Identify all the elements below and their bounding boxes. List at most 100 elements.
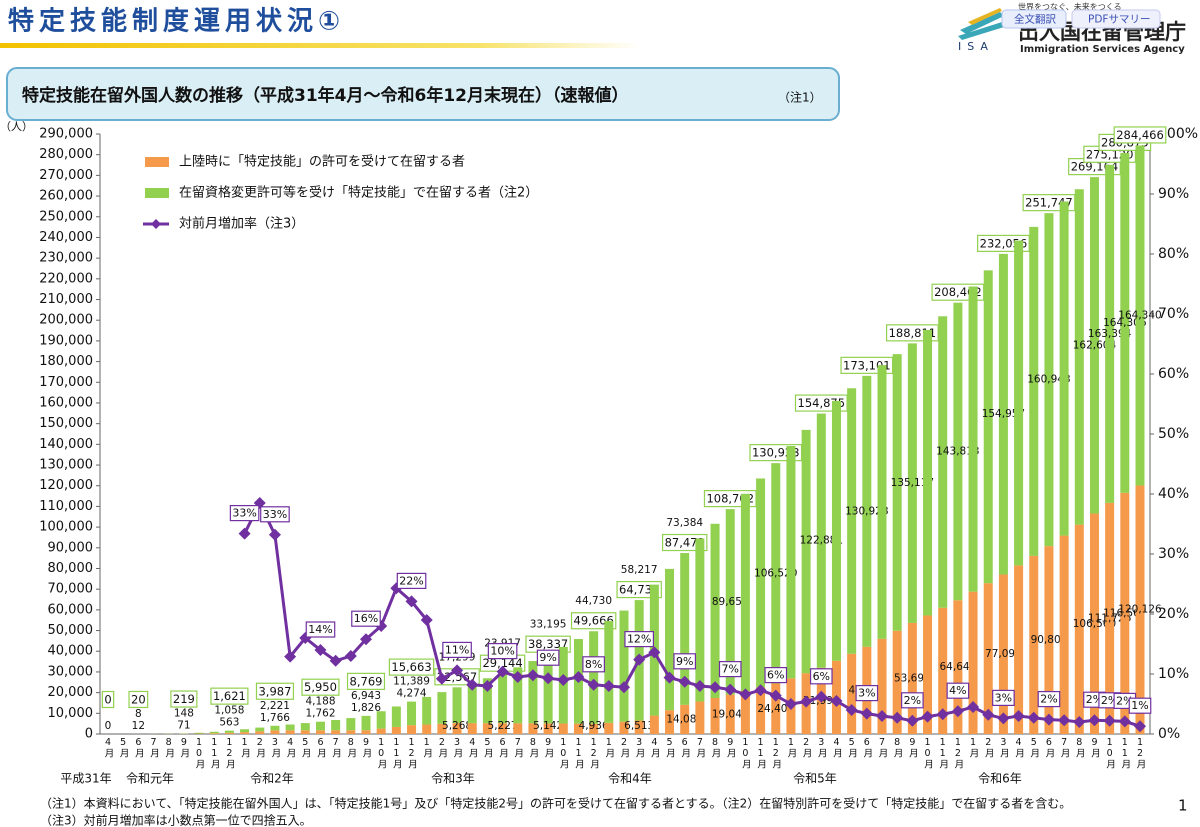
bar-segment [968, 286, 978, 592]
rate-label-box [1128, 697, 1152, 714]
x-tick-label: 2月 [619, 737, 631, 758]
segment-label: 90,804 [1031, 634, 1068, 646]
y-tick-label: 80,000 [48, 561, 94, 576]
x-tick-label: 5月 [664, 737, 676, 758]
segment-label: 71 [177, 720, 190, 732]
bar-segment [224, 730, 234, 733]
bar-segment [361, 715, 371, 731]
bar-segment [892, 630, 902, 734]
segment-label: 6,943 [351, 690, 381, 702]
rate-label-text: 9% [676, 655, 693, 668]
rate-label: 3% [855, 684, 879, 702]
subtitle-box [6, 67, 840, 121]
bar-segment [528, 661, 538, 724]
total-label: 15,663 [388, 658, 435, 676]
rate-marker [633, 653, 646, 666]
bar-segment [391, 726, 401, 734]
y-tick-label: 10,000 [48, 706, 94, 721]
rate-label-text: 3% [858, 687, 875, 700]
rate-marker [435, 672, 448, 685]
rate-marker [511, 671, 524, 683]
x-tick-label: 2月 [983, 737, 995, 758]
rate-marker [860, 707, 873, 720]
y-tick-label: 40,000 [48, 644, 94, 659]
legend-label: 上陸時に「特定技能」の許可を受けて在留する者 [179, 155, 465, 170]
rate-label-text: 9% [539, 651, 556, 664]
rate-marker [906, 714, 919, 727]
rate-marker [709, 681, 722, 694]
y2-tick-label: 0% [1158, 726, 1180, 742]
rate-marker [648, 646, 661, 659]
x-tick-label: 6月 [133, 737, 145, 758]
rate-marker [845, 704, 858, 716]
x-tick-label: 1月 [968, 737, 980, 758]
bar-segment [1029, 555, 1039, 734]
x-tick-label: 7月 [330, 737, 342, 758]
bar-segment [725, 509, 735, 695]
bar-segment [543, 654, 553, 724]
bar-segment [437, 692, 447, 724]
x-tick-label: 7月 [148, 737, 160, 758]
rate-marker [769, 689, 782, 702]
bar-segment [300, 730, 310, 734]
x-tick-label: 6月 [679, 737, 691, 758]
button-label[interactable]: PDFサマリー [1088, 14, 1150, 26]
y-tick-label: 180,000 [39, 354, 93, 369]
bar-segment [1089, 513, 1099, 734]
button-bg[interactable] [1071, 9, 1161, 29]
x-tick-label: 5月 [846, 737, 858, 758]
x-tick-label: 2月 [801, 737, 813, 758]
segment-label: 6,513 [624, 720, 654, 732]
x-tick-label: 10月 [740, 737, 752, 769]
x-tick-label: 12月 [224, 737, 236, 769]
segment-label: 1,826 [351, 702, 381, 714]
bar-segment [589, 723, 599, 734]
y-tick-label: 140,000 [39, 437, 93, 452]
bar-segment [1089, 177, 1099, 514]
x-tick-label: 3月 [816, 737, 828, 758]
button-label[interactable]: 全文翻訳 [1014, 13, 1056, 26]
total-label: 0 [101, 690, 115, 709]
rate-label: 16% [351, 610, 381, 627]
bar-segment [482, 678, 492, 724]
rate-label-text: 2% [1040, 693, 1057, 706]
total-label-text: 15,663 [391, 660, 431, 674]
x-tick-label: 9月 [725, 737, 737, 758]
segment-label: 5,268 [442, 720, 472, 732]
segment-label: 148 [174, 708, 194, 720]
bar-segment [467, 723, 477, 734]
bar-segment [558, 723, 568, 734]
total-label-text: 284,466 [1116, 128, 1164, 142]
rate-label-text: 12% [627, 633, 651, 646]
bar-segment [1135, 485, 1145, 734]
y2-tick-label: 50% [1158, 426, 1189, 442]
bar-segment [938, 607, 948, 734]
x-tick-label: 2月 [436, 737, 448, 758]
x-tick-label: 11月 [1119, 737, 1131, 769]
rate-label: 11% [442, 641, 472, 659]
bar-segment [892, 354, 902, 631]
bar-segment [983, 270, 993, 584]
total-label-box [301, 678, 340, 696]
rate-marker [405, 595, 418, 608]
translate-button[interactable]: 全文翻訳 [1001, 9, 1067, 29]
rate-label-text: 22% [399, 574, 423, 587]
rate-marker [557, 674, 570, 686]
rate-label: 3% [992, 689, 1015, 707]
y-tick-label: 220,000 [39, 271, 93, 286]
rate-label: 1% [1128, 697, 1152, 714]
x-tick-label: 11月 [937, 737, 949, 769]
segment-label: 64,649 [940, 661, 977, 673]
segment-label: 53,694 [894, 672, 931, 684]
x-group-label: 平成31年 [60, 772, 111, 786]
summary-button[interactable]: PDFサマリー [1071, 9, 1161, 29]
total-label: 3,987 [255, 682, 295, 700]
x-tick-label: 2月 [254, 737, 266, 758]
x-tick-label: 3月 [634, 737, 646, 758]
x-tick-label: 6月 [861, 737, 873, 758]
bar-segment [513, 667, 523, 724]
button-bg[interactable] [1001, 9, 1067, 29]
rate-label-text: 6% [813, 670, 830, 683]
bar-segment [740, 493, 750, 691]
